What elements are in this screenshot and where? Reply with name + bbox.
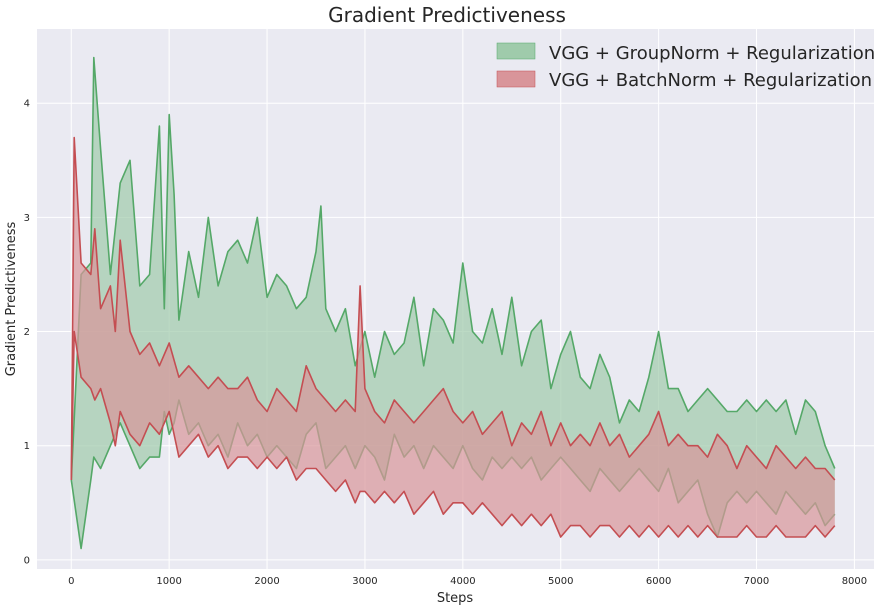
y-tick-label: 2 bbox=[24, 327, 30, 338]
legend: VGG + GroupNorm + Regularization VGG + B… bbox=[496, 42, 875, 91]
x-tick-label: 2000 bbox=[254, 576, 279, 587]
y-axis-ticks: 0 1 2 3 4 bbox=[24, 99, 30, 567]
x-axis-label: Steps bbox=[437, 591, 474, 606]
x-axis-ticks: 0 1000 2000 3000 4000 5000 6000 7000 8000 bbox=[68, 576, 867, 587]
legend-label-groupnorm: VGG + GroupNorm + Regularization bbox=[549, 43, 875, 64]
legend-label-batchnorm: VGG + BatchNorm + Regularization bbox=[549, 70, 872, 91]
upper-line-groupnorm bbox=[70, 56, 836, 481]
y-axis-label: Gradient Predictiveness bbox=[4, 221, 19, 376]
x-tick-label: 3000 bbox=[352, 576, 377, 587]
lower-line-batchnorm bbox=[70, 330, 836, 538]
x-tick-label: 4000 bbox=[450, 576, 475, 587]
x-tick-label: 6000 bbox=[646, 576, 671, 587]
series-layer bbox=[70, 56, 836, 550]
band-fill-batchnorm bbox=[71, 137, 835, 537]
y-tick-label: 4 bbox=[24, 99, 30, 110]
y-tick-label: 1 bbox=[24, 441, 30, 452]
x-tick-label: 8000 bbox=[842, 576, 867, 587]
x-tick-label: 0 bbox=[68, 576, 74, 587]
x-tick-label: 7000 bbox=[744, 576, 769, 587]
upper-line-batchnorm bbox=[70, 136, 836, 481]
y-tick-label: 0 bbox=[24, 555, 30, 566]
x-tick-label: 1000 bbox=[156, 576, 181, 587]
legend-swatch-batchnorm bbox=[496, 70, 536, 88]
legend-swatch-groupnorm bbox=[496, 42, 536, 60]
x-tick-label: 5000 bbox=[548, 576, 573, 587]
y-tick-label: 3 bbox=[24, 213, 30, 224]
chart-title: Gradient Predictiveness bbox=[328, 3, 566, 27]
